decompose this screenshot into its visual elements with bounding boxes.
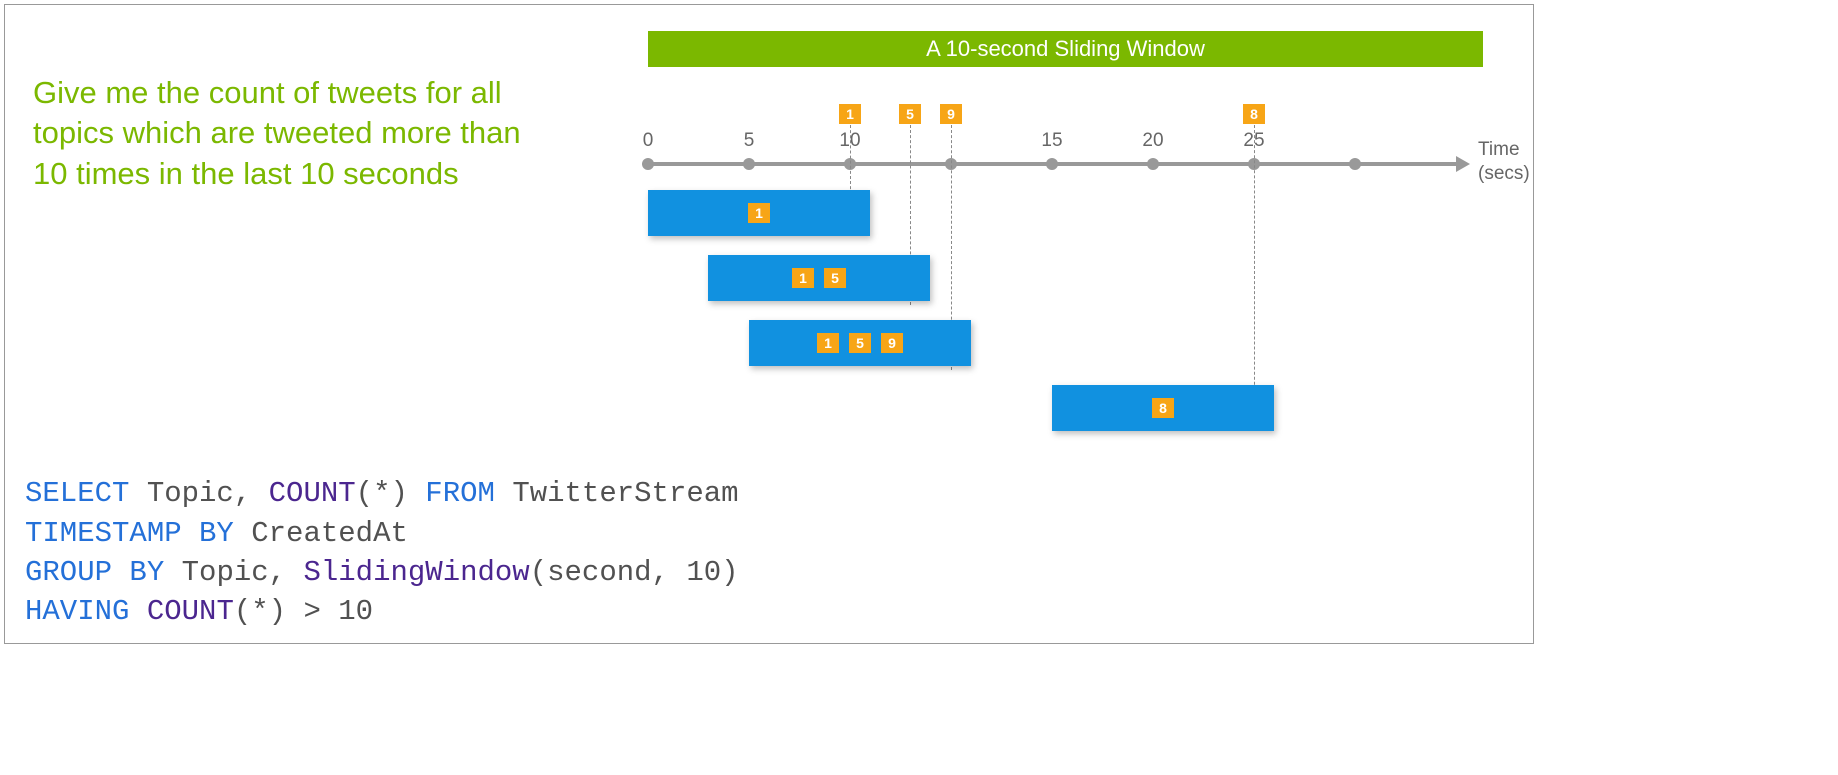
window-event-badge: 1 <box>817 333 839 353</box>
window-bar: 159 <box>749 320 971 366</box>
sql-token: SELECT <box>25 477 129 510</box>
window-event-badge: 5 <box>849 333 871 353</box>
sql-token: COUNT <box>269 477 356 510</box>
tick-label: 20 <box>1142 130 1163 152</box>
window-bar: 8 <box>1052 385 1274 431</box>
event-badge: 9 <box>940 104 962 124</box>
sql-token <box>129 595 146 628</box>
sql-token: HAVING <box>25 595 129 628</box>
sql-token: Topic, <box>129 477 268 510</box>
diagram-frame: Give me the count of tweets for all topi… <box>4 4 1534 644</box>
tick-dot <box>743 158 755 170</box>
window-bar: 15 <box>708 255 930 301</box>
sql-token: TwitterStream <box>495 477 739 510</box>
sql-token: CreatedAt <box>234 517 408 550</box>
window-event-badge: 9 <box>881 333 903 353</box>
tick-dot <box>1147 158 1159 170</box>
sql-token: (*) > 10 <box>234 595 373 628</box>
tick-label: 5 <box>744 130 755 152</box>
tick-dot <box>1349 158 1361 170</box>
event-badge: 8 <box>1243 104 1265 124</box>
event-badge: 1 <box>839 104 861 124</box>
sql-token: TIMESTAMP BY <box>25 517 234 550</box>
header-bar: A 10-second Sliding Window <box>648 31 1483 67</box>
sql-token: SlidingWindow <box>303 556 529 589</box>
tick-dot <box>642 158 654 170</box>
window-bar: 1 <box>648 190 870 236</box>
axis-label-line2: (secs) <box>1478 163 1530 184</box>
guide-line <box>1254 125 1255 420</box>
sql-token: (*) <box>356 477 426 510</box>
tick-label: 0 <box>643 130 654 152</box>
tick-label: 15 <box>1041 130 1062 152</box>
sql-code-block: SELECT Topic, COUNT(*) FROM TwitterStrea… <box>25 474 739 631</box>
event-badge: 5 <box>899 104 921 124</box>
window-event-badge: 1 <box>792 268 814 288</box>
axis-label: Time (secs) <box>1478 138 1530 186</box>
description-text: Give me the count of tweets for all topi… <box>33 73 533 194</box>
sql-token: (second, 10) <box>530 556 739 589</box>
sql-token: GROUP BY <box>25 556 164 589</box>
sql-token: FROM <box>425 477 495 510</box>
tick-dot <box>1046 158 1058 170</box>
header-bar-text: A 10-second Sliding Window <box>926 36 1205 62</box>
window-event-badge: 1 <box>748 203 770 223</box>
axis-label-line1: Time <box>1478 139 1520 160</box>
sql-token: Topic, <box>164 556 303 589</box>
timeline-axis: 0510152025 <box>648 162 1458 166</box>
sql-token: COUNT <box>147 595 234 628</box>
window-event-badge: 5 <box>824 268 846 288</box>
window-event-badge: 8 <box>1152 398 1174 418</box>
